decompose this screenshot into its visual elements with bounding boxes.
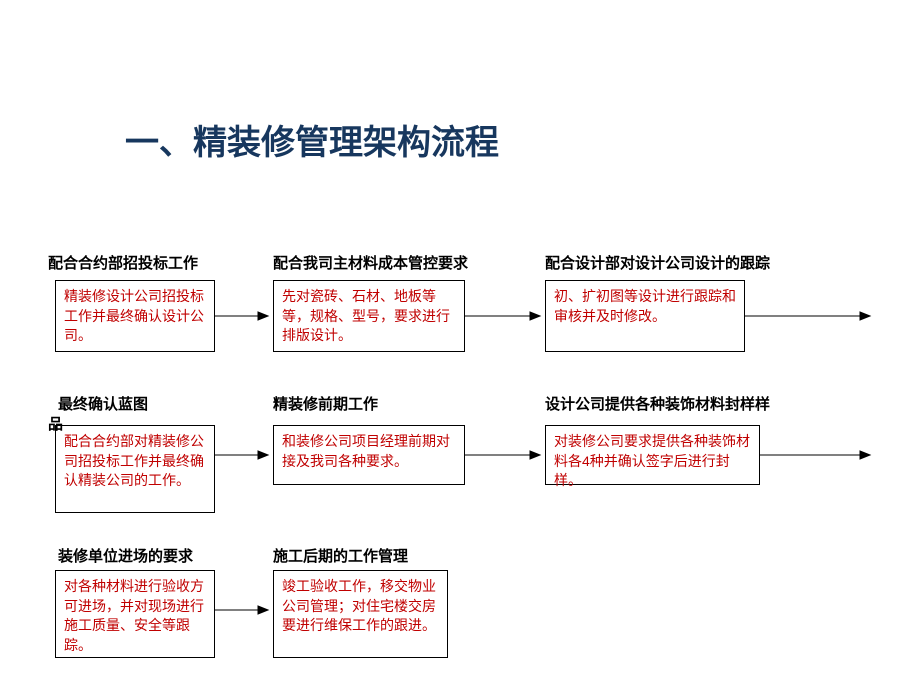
slide: 一、精装修管理架构流程 配合合约部招投标工作 配合我司主材料成本管控要求 配合设… <box>0 0 920 690</box>
label-row3-col1: 装修单位进场的要求 <box>58 545 193 566</box>
label-row1-col2: 配合我司主材料成本管控要求 <box>273 252 468 273</box>
label-row1-col3: 配合设计部对设计公司设计的跟踪 <box>545 252 770 273</box>
box-row3-col2: 竣工验收工作，移交物业公司管理；对住宅楼交房要进行维保工作的跟进。 <box>273 570 448 658</box>
arrow-7 <box>213 602 270 622</box>
arrow-6 <box>758 447 872 467</box>
box-row2-col3: 对装修公司要求提供各种装饰材料各4种并确认签字后进行封样。 <box>545 425 760 485</box>
box-row1-col3: 初、扩初图等设计进行跟踪和审核并及时修改。 <box>545 280 745 352</box>
box-row1-col1: 精装修设计公司招投标工作并最终确认设计公司。 <box>55 280 215 352</box>
arrow-3 <box>743 308 872 328</box>
arrow-4 <box>213 447 270 467</box>
box-row3-col1: 对各种材料进行验收方可进场，并对现场进行施工质量、安全等跟踪。 <box>55 570 215 658</box>
label-row2-col1-line1: 最终确认蓝图 <box>58 393 148 414</box>
label-row1-col1: 配合合约部招投标工作 <box>48 252 198 273</box>
box-row2-col2: 和装修公司项目经理前期对接及我司各种要求。 <box>273 425 465 485</box>
arrow-5 <box>463 447 542 467</box>
label-row2-col2: 精装修前期工作 <box>273 393 378 414</box>
label-row2-col3: 设计公司提供各种装饰材料封样样 <box>545 393 770 414</box>
arrow-1 <box>213 308 270 328</box>
box-row1-col2: 先对瓷砖、石材、地板等等，规格、型号，要求进行排版设计。 <box>273 280 465 352</box>
arrow-2 <box>463 308 542 328</box>
box-row2-col1: 配合合约部对精装修公司招投标工作并最终确认精装公司的工作。 <box>55 425 215 513</box>
slide-title: 一、精装修管理架构流程 <box>125 115 499 164</box>
label-row3-col2: 施工后期的工作管理 <box>273 545 408 566</box>
